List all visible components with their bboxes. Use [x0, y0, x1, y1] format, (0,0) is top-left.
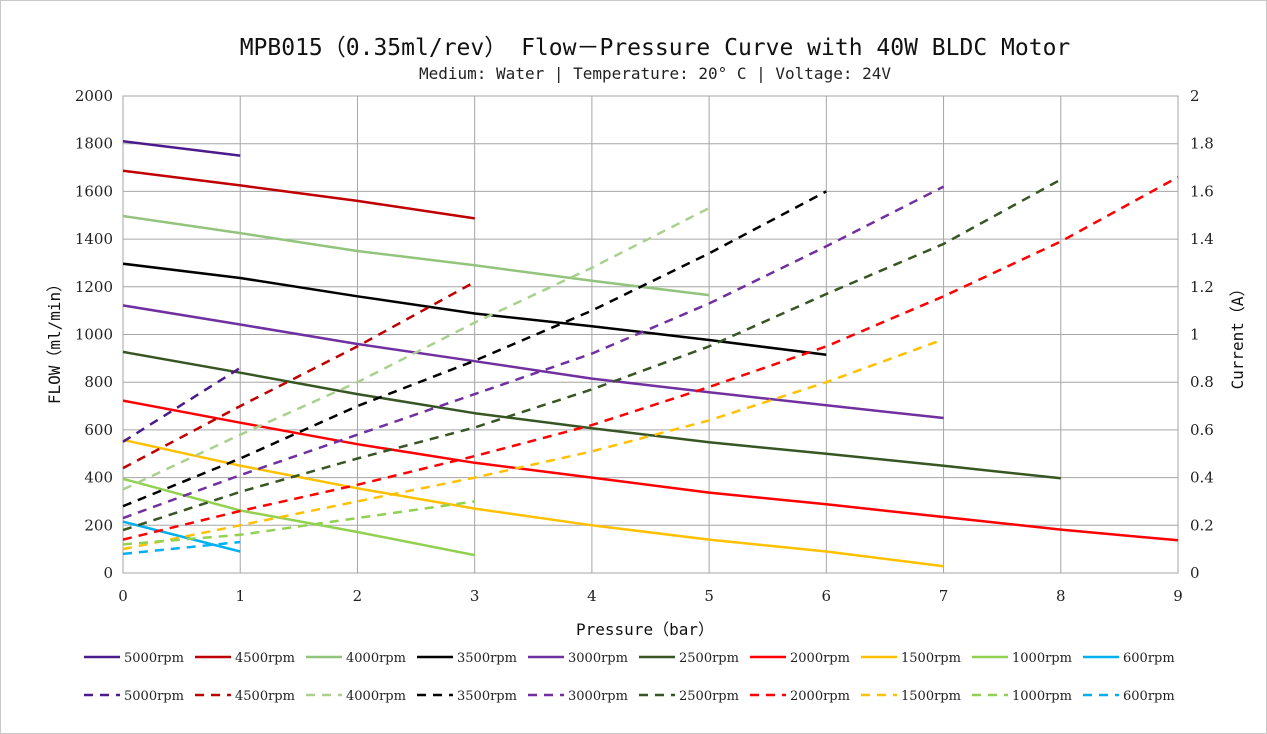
y2-tick-label: 1.8 — [1190, 135, 1214, 153]
flow-line-3000rpm — [122, 304, 944, 420]
y2-tick-label: 1.6 — [1190, 182, 1214, 200]
y-tick-label: 400 — [84, 469, 113, 487]
flow-line-1000rpm — [122, 477, 475, 557]
y-tick-label: 1200 — [75, 278, 113, 296]
legend: 5000rpm 4500rpm 4000rpm 3500rpm 3000rpm 2500r… — [84, 651, 1175, 704]
y-tick-label: 600 — [84, 421, 113, 439]
legend-label-current: 4000rpm — [346, 689, 406, 704]
flow-line-2000rpm — [122, 399, 1179, 542]
y2-tick-label: 0.8 — [1190, 373, 1214, 391]
y-tick-label: 800 — [84, 373, 113, 391]
y-tick-label: 1000 — [75, 326, 113, 344]
y-tick-label: 2000 — [75, 87, 113, 105]
y2-tick-label: 0.6 — [1190, 421, 1214, 439]
current-line-3000rpm — [122, 185, 945, 520]
x-tick-label: 6 — [822, 587, 832, 605]
current-line-600rpm — [122, 540, 241, 556]
current-line-4500rpm — [122, 280, 476, 470]
legend-label-current: 1000rpm — [1012, 689, 1072, 704]
x-tick-label: 5 — [704, 587, 714, 605]
current-line-1500rpm — [122, 338, 945, 551]
y2-tick-label: 1.4 — [1190, 230, 1214, 248]
legend-label-current: 3500rpm — [457, 689, 517, 704]
tick-labels: 0 1 2 3 4 5 6 7 8 9020040060080010001200140016001… — [75, 87, 1214, 605]
legend-label-flow: 1500rpm — [901, 651, 961, 666]
legend-label-flow: 3000rpm — [568, 651, 628, 666]
y-tick-label: 0 — [103, 564, 113, 582]
chart-title: MPB015（0.35ml/rev） Flow－Pressure Curve w… — [239, 35, 1071, 61]
y2-tick-label: 0.4 — [1190, 469, 1214, 487]
current-line-4000rpm — [122, 206, 710, 491]
current-line-1000rpm — [122, 500, 475, 546]
x-tick-label: 9 — [1173, 587, 1183, 605]
legend-label-current: 600rpm — [1123, 689, 1175, 704]
legend-label-flow: 1000rpm — [1012, 651, 1072, 666]
y-tick-label: 200 — [84, 516, 113, 534]
x-tick-label: 1 — [235, 587, 245, 605]
flow-line-4000rpm — [122, 214, 710, 297]
legend-label-flow: 600rpm — [1123, 651, 1175, 666]
legend-label-current: 5000rpm — [124, 689, 184, 704]
y-tick-label: 1600 — [75, 182, 113, 200]
legend-label-flow: 2500rpm — [679, 651, 739, 666]
x-tick-label: 4 — [587, 587, 597, 605]
x-tick-label: 7 — [939, 587, 949, 605]
legend-label-flow: 3500rpm — [457, 651, 517, 666]
x-tick-label: 2 — [353, 587, 363, 605]
y2-tick-label: 0.2 — [1190, 516, 1214, 534]
x-tick-label: 3 — [470, 587, 480, 605]
legend-label-current: 4500rpm — [235, 689, 295, 704]
legend-label-flow: 2000rpm — [790, 651, 850, 666]
x-tick-label: 8 — [1056, 587, 1066, 605]
y2-tick-label: 1.2 — [1190, 278, 1214, 296]
legend-label-flow: 5000rpm — [124, 651, 184, 666]
y2-tick-label: 2 — [1190, 87, 1200, 105]
y2-tick-label: 0 — [1190, 564, 1200, 582]
y-tick-label: 1800 — [75, 135, 113, 153]
legend-label-flow: 4000rpm — [346, 651, 406, 666]
series-lines — [122, 140, 1179, 568]
legend-label-flow: 4500rpm — [235, 651, 295, 666]
current-line-2500rpm — [122, 178, 1062, 532]
y-tick-label: 1400 — [75, 230, 113, 248]
x-tick-label: 0 — [118, 587, 128, 605]
legend-label-current: 1500rpm — [901, 689, 961, 704]
y-axis-label: FLOW（ml/min） — [45, 276, 64, 404]
y2-axis-label: Current（A） — [1228, 280, 1247, 389]
legend-label-current: 2000rpm — [790, 689, 850, 704]
chart-subtitle: Medium: Water | Temperature: 20° C | Vol… — [418, 64, 891, 83]
y2-tick-label: 1 — [1190, 326, 1200, 344]
flow-line-4500rpm — [122, 169, 475, 220]
flow-line-600rpm — [122, 520, 241, 553]
x-axis-label: Pressure（bar） — [576, 620, 714, 639]
current-line-5000rpm — [122, 366, 241, 443]
flow-line-5000rpm — [122, 140, 241, 157]
legend-label-current: 2500rpm — [679, 689, 739, 704]
current-line-2000rpm — [122, 176, 1179, 541]
flow-line-3500rpm — [122, 262, 827, 357]
legend-label-current: 3000rpm — [568, 689, 628, 704]
flow-line-2500rpm — [122, 350, 1061, 480]
